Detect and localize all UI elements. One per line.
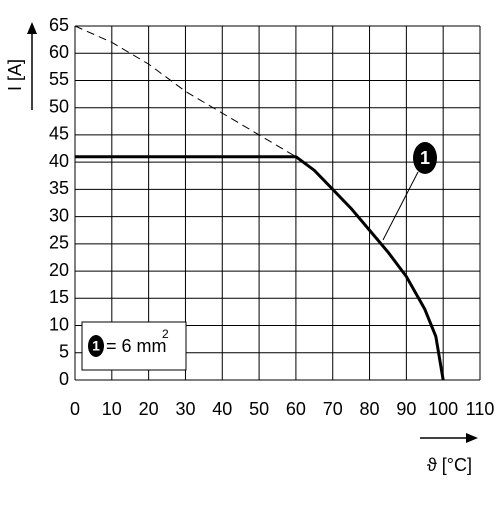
- x-tick-label: 80: [360, 399, 380, 419]
- y-tick-label: 50: [49, 96, 69, 116]
- x-tick-label: 60: [286, 399, 306, 419]
- lines: [74, 25, 445, 381]
- annotation-marker: [413, 142, 437, 174]
- legend-label: = 6 mm: [106, 336, 167, 356]
- y-arrow-head: [27, 22, 37, 34]
- legend-sup: 2: [162, 327, 169, 341]
- y-tick-label: 20: [49, 260, 69, 280]
- y-tick-label: 40: [49, 151, 69, 171]
- legend-marker: [88, 335, 104, 357]
- x-tick-label: 40: [212, 399, 232, 419]
- curve: [75, 155, 445, 381]
- y-tick-label: 30: [49, 205, 69, 225]
- x-tick-label: 90: [396, 399, 416, 419]
- y-tick-label: 25: [49, 233, 69, 253]
- legend-marker-text: 1: [92, 338, 100, 354]
- x-tick-label: 110: [466, 399, 495, 419]
- x-axis-label: ϑ [°C]: [427, 455, 472, 475]
- y-tick-label: 65: [49, 15, 69, 35]
- y-tick-label: 55: [49, 69, 69, 89]
- labels: 0 10 20 30 40 50 60 70 80 90 100 110 0 5 10 15 20 25 30 35 4…: [49, 15, 494, 419]
- annotation-text: 1: [420, 148, 430, 168]
- x-tick-label: 30: [175, 399, 195, 419]
- x-arrow-head: [466, 433, 478, 443]
- y-tick-label: 45: [49, 124, 69, 144]
- x-tick-label: 10: [102, 399, 122, 419]
- x-tick-label: 70: [323, 399, 343, 419]
- leader-line: [382, 171, 419, 241]
- x-tick-label: 100: [428, 399, 458, 419]
- y-tick-label: 35: [49, 178, 69, 198]
- y-tick-label: 10: [49, 314, 69, 334]
- y-axis-label: I [A]: [5, 59, 25, 91]
- grid: [74, 25, 481, 381]
- y-tick-label: 0: [59, 369, 69, 389]
- y-tick-label: 60: [49, 42, 69, 62]
- x-tick-label: 20: [139, 399, 159, 419]
- y-tick-label: 5: [59, 342, 69, 362]
- x-tick-label: 0: [70, 399, 80, 419]
- dashed-line: [74, 25, 297, 158]
- y-tick-label: 15: [49, 287, 69, 307]
- x-tick-label: 50: [249, 399, 269, 419]
